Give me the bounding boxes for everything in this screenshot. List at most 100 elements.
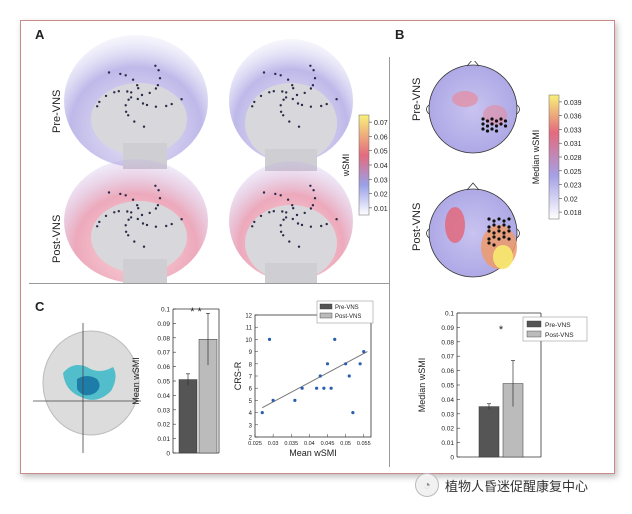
topomap-pre [426,61,520,154]
y-axis-label: CRS-R [233,361,243,390]
panel-b-colorbar-tick: 0.028 [564,155,582,162]
scatter-point [362,350,366,354]
y-tick-label: 0.08 [441,339,454,346]
panel-a-colorbar-tick: 0.07 [374,120,388,127]
legend-entry: Post-VNS [335,314,361,320]
scatter-point [344,362,348,366]
scatter-point [300,386,304,390]
watermark-text: 植物人昏迷促醒康复中心 [445,478,589,494]
topomap-post [426,182,520,278]
x-tick-label: 0.04 [304,441,315,447]
scatter-point [351,411,355,415]
y-tick-label: 5 [249,399,253,405]
y-tick-label: 0.1 [445,311,454,318]
scatter-point [271,398,275,402]
y-tick-label: 0 [166,451,170,458]
panel-b-colorbar-label: Median wSMI [531,130,541,185]
x-tick-label: 0.05 [340,441,351,447]
panel-b-colorbar-tick: 0.023 [564,183,582,190]
scatter-point [315,386,319,390]
significance-annotation: * [499,324,504,336]
chart-mean-wsmi: 0 0.01 0.02 0.03 0.04 0.05 0.06 0.07 0.08 0.09 0.1… [131,306,220,458]
y-tick-label: 0.09 [441,325,454,332]
scatter-point [260,411,264,415]
panel-b-colorbar-tick: 0.025 [564,169,582,176]
y-tick-label: 0.01 [157,436,170,443]
y-tick-label: 0.04 [441,397,454,404]
panel-b-colorbar-tick: 0.036 [564,114,582,121]
y-tick-label: 0.08 [157,335,170,342]
y-tick-label: 11 [246,326,253,332]
panel-b-colorbar-tick: 0.039 [564,100,582,107]
panel-divider-horizontal [29,283,389,284]
y-axis-label: Median wSMI [417,358,427,413]
bar-pre-vns [178,379,198,454]
y-tick-label: 0.06 [157,364,170,371]
x-tick-label: 0.045 [321,441,335,447]
scatter-point [267,337,272,341]
panel-c-letter: C [35,299,45,314]
y-tick-label: 8 [249,362,253,368]
scatter-point [325,362,330,366]
scatter-point [293,398,297,402]
panel-a-colorbar-tick: 0.05 [374,149,388,156]
x-tick-label: 0.055 [357,441,371,447]
y-tick-label: 10 [245,338,252,344]
y-tick-label: 4 [249,411,253,417]
panel-b-colorbar-tick: 0.031 [564,141,582,148]
y-tick-label: 0.04 [157,393,170,400]
panel-b-colorbar-tick: 0.033 [564,127,582,134]
y-tick-label: 0.1 [161,307,170,314]
panel-a-colorbar-label: wSMI [341,154,351,178]
y-tick-label: 7 [249,375,253,381]
panel-a-colorbar-tick: 0.03 [374,177,388,184]
scatter-point [333,337,337,341]
panel-b-colorbar-tick: 0.018 [564,210,582,217]
legend-entry: Pre-VNS [335,305,359,311]
scatter-point [358,362,362,366]
y-tick-label: 6 [249,387,253,393]
x-axis-label: Mean wSMI [289,448,337,458]
y-axis-label: Mean wSMI [131,357,141,405]
y-tick-label: 0.03 [157,407,170,414]
y-tick-label: 0.06 [441,368,454,375]
brain-surface-image [33,323,141,453]
panel-a-colorbar-tick: 0.04 [374,163,388,170]
y-tick-label: 0.05 [157,379,170,386]
panel-a-colorbar-tick: 0.02 [374,192,388,199]
watermark: ◔ 植物人昏迷促醒康复中心 [415,472,588,498]
y-tick-label: 0.02 [157,422,170,429]
y-tick-label: 0 [450,455,454,462]
scatter-point [329,386,333,390]
panel-b-letter: B [395,27,405,42]
regression-line [262,351,368,409]
panel-b-colorbar-tick: 0.02 [564,196,578,203]
brain-image-pre-posterior [229,39,353,171]
x-tick-label: 0.03 [268,441,279,447]
figure: A Pre-VNS Post-VNS [20,20,615,474]
y-tick-label: 2 [249,436,253,442]
scatter-point [347,374,351,378]
chart-median-wsmi: 0 0.01 0.02 0.03 0.04 0.05 0.06 0.07 0.08 0.09 0.1… [417,311,588,462]
panel-a-colorbar-tick: 0.06 [374,134,388,141]
y-tick-label: 3 [249,423,253,429]
brain-image-pre-lateral [64,35,208,169]
legend-entry: Pre-VNS [545,322,571,329]
panel-divider-vertical [389,57,390,467]
y-tick-label: 0.09 [157,321,170,328]
y-tick-label: 0.03 [441,411,454,418]
y-tick-label: 0.07 [441,354,454,361]
wechat-logo-icon: ◔ [415,473,439,497]
brain-image-post-lateral [64,159,208,283]
scatter-point [322,386,326,390]
y-tick-label: 0.01 [441,440,454,447]
x-tick-label: 0.035 [284,441,298,447]
panel-b-colorbar: Median wSMI 0.039 0.036 0.033 0.031 0.028 0.0… [531,94,582,220]
legend-entry: Post-VNS [545,332,574,339]
y-tick-label: 0.07 [157,350,170,357]
significance-annotation: * * [190,306,202,318]
panel-a-letter: A [35,27,45,42]
bar-pre-vns [478,406,500,458]
panel-a-colorbar: wSMI 0.07 0.06 0.05 0.04 0.03 0.02 0.01 [341,114,388,216]
y-tick-label: 9 [249,350,253,356]
